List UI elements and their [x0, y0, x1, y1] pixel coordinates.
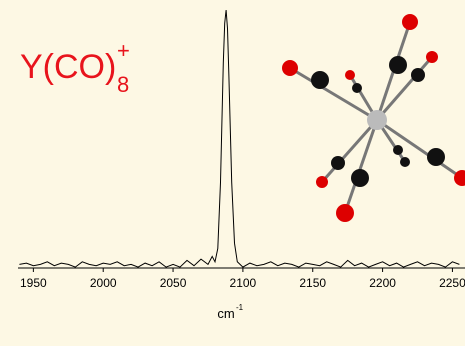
x-tick-label: 2050 [160, 276, 187, 290]
x-tick-label: 2000 [90, 276, 117, 290]
x-tick-label: 2150 [299, 276, 326, 290]
x-tick-label: 1950 [20, 276, 47, 290]
x-tick-label: 2200 [369, 276, 396, 290]
x-tick-label: 2250 [439, 276, 465, 290]
title-subscript: 8 [117, 72, 129, 97]
title-superscript: + [117, 38, 130, 63]
x-axis-label: cm [217, 306, 234, 321]
x-axis-label-superscript: -1 [236, 303, 244, 312]
x-tick-label: 2100 [230, 276, 257, 290]
title: Y(CO) [20, 48, 116, 86]
chart: Y(CO)8 +1950 2000 2050 2100 2150 2200 2250 cm-1 [0, 0, 465, 346]
